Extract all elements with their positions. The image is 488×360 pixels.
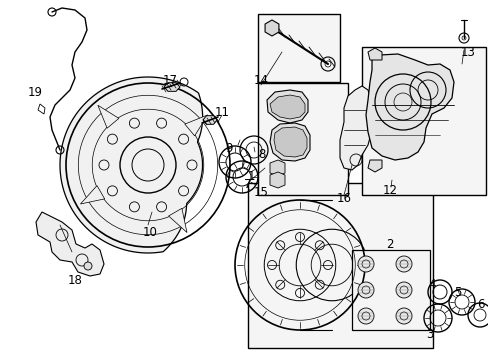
Polygon shape [168,208,186,233]
Bar [361,47,485,195]
Text: 5: 5 [453,285,461,298]
Text: 2: 2 [386,238,393,252]
Text: 6: 6 [476,298,484,311]
Text: 19: 19 [27,85,42,99]
Polygon shape [273,127,306,157]
Text: 13: 13 [460,45,474,58]
Text: 4: 4 [427,279,435,292]
Text: 11: 11 [214,105,229,118]
Bar [258,14,339,82]
Text: 9: 9 [225,141,232,154]
Circle shape [357,256,373,272]
Polygon shape [269,95,305,119]
Polygon shape [266,90,307,123]
Text: 3: 3 [426,328,433,342]
Polygon shape [269,123,309,161]
Text: 15: 15 [253,185,268,198]
Circle shape [84,262,92,270]
Polygon shape [339,86,371,170]
Polygon shape [365,54,453,160]
Circle shape [395,256,411,272]
Circle shape [395,282,411,298]
Circle shape [357,308,373,324]
Circle shape [357,282,373,298]
Polygon shape [269,160,285,176]
Polygon shape [367,48,381,60]
Text: 1: 1 [247,171,254,184]
Text: 8: 8 [258,148,265,161]
Polygon shape [60,77,202,253]
Polygon shape [269,172,285,188]
Bar [247,183,432,348]
Polygon shape [163,83,180,91]
Text: 16: 16 [336,192,351,204]
Text: 7: 7 [244,179,251,192]
Bar [351,250,429,330]
Polygon shape [36,212,104,276]
Text: 12: 12 [382,184,397,197]
Circle shape [395,308,411,324]
Text: 17: 17 [162,73,177,86]
Polygon shape [203,116,217,124]
Polygon shape [184,115,207,136]
Polygon shape [81,186,104,204]
Text: 14: 14 [253,73,268,86]
Bar [258,83,347,195]
Polygon shape [367,160,381,172]
Text: 10: 10 [142,225,157,238]
Polygon shape [264,20,278,36]
Polygon shape [98,105,119,128]
Text: 18: 18 [67,274,82,287]
